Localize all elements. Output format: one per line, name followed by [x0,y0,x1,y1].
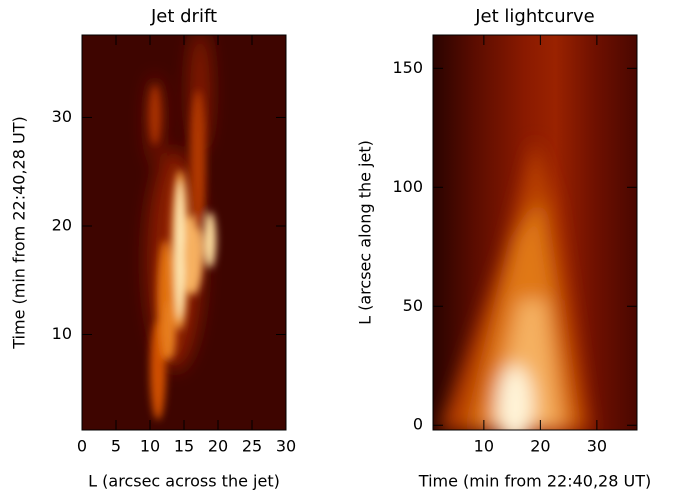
y-tick-label: 0 [413,415,423,434]
y-tick-label: 30 [52,107,72,126]
heatmap-image [433,35,637,430]
heatmap-image [82,35,286,430]
x-tick-label: 20 [208,437,228,456]
x-axis-label: Time (min from 22:40,28 UT) [418,472,651,491]
x-tick-label: 10 [474,437,494,456]
chart-title: Jet lightcurve [474,6,595,27]
y-tick-label: 20 [52,215,72,234]
y-tick-label: 100 [392,177,423,196]
x-tick-label: 0 [77,437,87,456]
y-tick-label: 50 [403,296,423,315]
y-tick-label: 150 [392,58,423,77]
y-axis-label: L (arcsec along the jet) [356,140,375,325]
chart-title: Jet drift [150,6,217,27]
x-tick-label: 10 [140,437,160,456]
x-tick-label: 25 [242,437,262,456]
x-axis-label: L (arcsec across the jet) [88,472,280,491]
x-tick-label: 5 [111,437,121,456]
y-tick-label: 10 [52,324,72,343]
x-tick-label: 30 [276,437,296,456]
x-tick-label: 30 [587,437,607,456]
y-axis-label: Time (min from 22:40,28 UT) [10,116,29,349]
x-tick-label: 20 [530,437,550,456]
x-tick-label: 15 [174,437,194,456]
plot-frame [432,34,638,431]
